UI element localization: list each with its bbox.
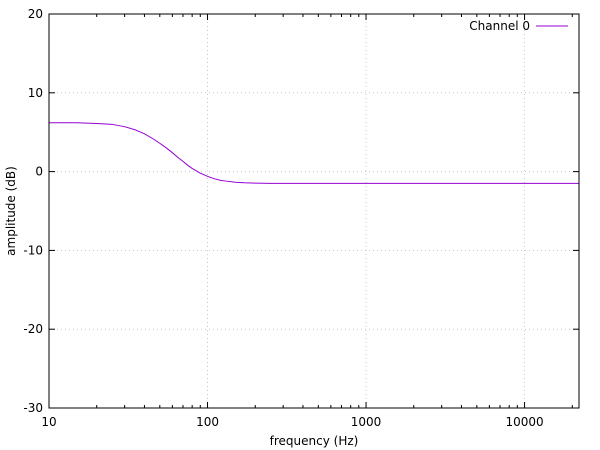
ticks xyxy=(48,13,579,409)
legend-label: Channel 0 xyxy=(469,19,530,33)
y-tick-label: -30 xyxy=(23,401,43,415)
x-tick-label: 10 xyxy=(41,415,56,429)
x-tick-label: 100 xyxy=(196,415,219,429)
y-axis-label: amplitude (dB) xyxy=(4,166,18,256)
y-tick-label: 10 xyxy=(28,86,43,100)
y-tick-label: 20 xyxy=(28,7,43,21)
plot-frame xyxy=(48,13,580,409)
y-tick-label: -20 xyxy=(23,322,43,336)
x-axis-label: frequency (Hz) xyxy=(270,434,359,448)
tick-labels: -30 -20 -10 0 10 20 10 100 1000 10000 xyxy=(23,7,543,429)
x-tick-label: 1000 xyxy=(351,415,382,429)
y-tick-label: 0 xyxy=(35,165,43,179)
legend: Channel 0 xyxy=(469,19,568,33)
series-line xyxy=(49,122,579,184)
y-tick-label: -10 xyxy=(23,243,43,257)
grid xyxy=(49,14,579,408)
x-tick-label: 10000 xyxy=(505,415,543,429)
series xyxy=(49,122,579,184)
